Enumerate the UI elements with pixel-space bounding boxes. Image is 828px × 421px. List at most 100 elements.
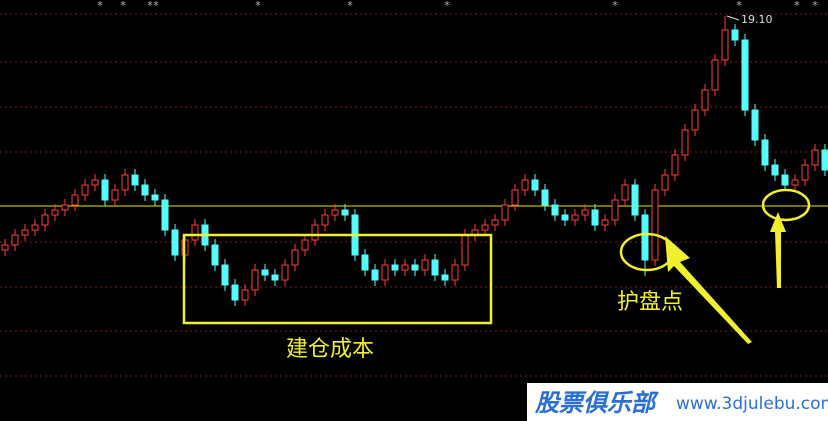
candle-body: [651, 189, 659, 261]
candle-body: [231, 284, 239, 301]
candle-body: [521, 179, 529, 191]
top-mark: *: [812, 0, 818, 12]
candle-body: [791, 179, 799, 186]
top-mark: *: [612, 0, 618, 12]
candle-body: [21, 229, 29, 236]
candle-body: [141, 184, 149, 196]
grid: * * * * * * * * * * *: [0, 0, 828, 377]
candle-body: [191, 224, 199, 241]
candle-body: [561, 214, 569, 221]
candle-body: [41, 214, 49, 226]
candle-body: [781, 174, 789, 186]
candle-body: [301, 239, 309, 251]
candle-body: [461, 234, 469, 266]
candles: [1, 16, 828, 306]
candle-body: [661, 174, 669, 191]
top-mark: *: [153, 0, 159, 12]
candle-body: [411, 264, 419, 271]
peak-label: 19.10: [741, 13, 773, 26]
arrow: [665, 236, 752, 344]
candle-body: [91, 179, 99, 186]
candle-body: [631, 184, 639, 216]
candle-body: [641, 214, 649, 261]
candle-body: [731, 29, 739, 41]
candle-body: [621, 184, 629, 201]
candle-body: [441, 274, 449, 281]
watermark-url: www.3djulebu.com: [676, 394, 828, 414]
candle-body: [511, 189, 519, 206]
candle-body: [381, 264, 389, 281]
candle-body: [721, 29, 729, 61]
top-mark: *: [347, 0, 353, 12]
candle-body: [801, 164, 809, 181]
candle-body: [581, 209, 589, 216]
top-mark: *: [444, 0, 450, 12]
candle-body: [821, 149, 828, 171]
peak-pointer: [726, 15, 740, 21]
box-label: 建仓成本: [286, 337, 374, 362]
candle-body: [361, 254, 369, 271]
candle-body: [591, 209, 599, 226]
top-mark: *: [794, 0, 800, 12]
candle-body: [111, 189, 119, 201]
candle-body: [531, 179, 539, 191]
candle-body: [741, 39, 749, 111]
candle-body: [241, 289, 249, 301]
candle-body: [571, 214, 579, 221]
candle-body: [701, 89, 709, 111]
candle-body: [171, 229, 179, 256]
watermark-brand: 股票俱乐部: [534, 389, 659, 417]
candle-body: [671, 154, 679, 176]
candle-body: [321, 214, 329, 226]
candle-body: [391, 264, 399, 271]
candle-body: [451, 264, 459, 281]
top-mark: *: [120, 0, 126, 12]
top-mark: *: [736, 0, 742, 12]
top-mark: *: [147, 0, 153, 12]
candle-body: [1, 244, 9, 251]
candle-body: [481, 224, 489, 231]
candle-body: [341, 209, 349, 216]
candle-body: [71, 194, 79, 206]
cost-box: [182, 233, 493, 325]
candle-body: [711, 59, 719, 91]
candle-body: [311, 224, 319, 241]
candle-body: [551, 204, 559, 216]
candle-body: [131, 174, 139, 186]
candle-body: [51, 209, 59, 216]
candle-body: [291, 249, 299, 266]
candle-body: [371, 269, 379, 281]
candle-body: [541, 189, 549, 206]
candle-body: [31, 224, 39, 231]
candle-body: [81, 184, 89, 196]
candle-body: [611, 199, 619, 221]
candle-body: [691, 109, 699, 131]
support-circle: [761, 188, 811, 222]
candle-body: [601, 219, 609, 226]
candle-body: [11, 234, 19, 246]
candle-body: [491, 219, 499, 226]
candle-body: [221, 264, 229, 286]
candle-body: [261, 269, 269, 276]
candle-body: [811, 149, 819, 166]
candle-body: [251, 269, 259, 291]
candle-body: [771, 164, 779, 176]
candle-body: [101, 179, 109, 201]
watermark-bg: [527, 383, 828, 421]
candle-body: [211, 244, 219, 266]
candle-body: [751, 109, 759, 141]
candle-body: [151, 194, 159, 201]
support-label: 护盘点: [617, 290, 683, 315]
candle-body: [681, 129, 689, 156]
candle-body: [761, 139, 769, 166]
candle-body: [161, 199, 169, 231]
candle-body: [401, 264, 409, 271]
top-mark: *: [255, 0, 261, 12]
arrow: [770, 212, 786, 288]
candle-body: [271, 274, 279, 281]
candle-body: [61, 204, 69, 211]
candle-body: [121, 174, 129, 191]
top-mark: *: [97, 0, 103, 12]
